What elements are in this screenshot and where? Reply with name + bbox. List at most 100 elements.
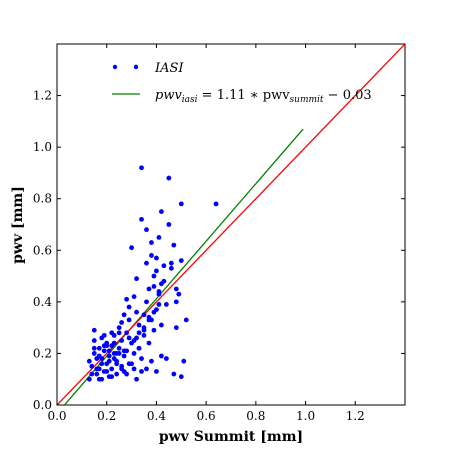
- data-point: [144, 366, 149, 372]
- legend-fit-prefix: pwv: [155, 88, 182, 103]
- data-point: [141, 325, 147, 331]
- y-tick-label: 0.4: [33, 295, 52, 309]
- data-point: [96, 345, 102, 351]
- data-point: [109, 374, 115, 380]
- data-point: [124, 371, 129, 377]
- data-point: [144, 299, 149, 305]
- data-point: [131, 351, 137, 356]
- data-point: [163, 356, 169, 361]
- legend-label-fit: pwviasi = 1.11 ∗ pwvsummit − 0.03: [155, 88, 372, 105]
- data-point: [126, 317, 132, 323]
- fit-line: [63, 128, 304, 405]
- y-tick-label: 0.2: [33, 346, 52, 360]
- data-point: [154, 255, 159, 261]
- x-tick-label: 0.8: [246, 409, 265, 423]
- data-point: [151, 327, 157, 333]
- data-point: [119, 366, 125, 372]
- data-point: [154, 369, 159, 374]
- data-point: [111, 356, 117, 361]
- data-point: [139, 216, 144, 222]
- data-point: [166, 222, 172, 227]
- data-point: [159, 322, 164, 328]
- x-tick-label: 1.0: [296, 409, 315, 423]
- data-point: [86, 376, 92, 382]
- data-point: [156, 289, 162, 294]
- data-point: [114, 361, 120, 367]
- legend-fit-suffix: − 0.03: [324, 88, 372, 103]
- data-point: [91, 345, 97, 351]
- data-point: [141, 332, 147, 338]
- data-point: [213, 201, 219, 207]
- x-tick-label: 1.2: [346, 409, 365, 423]
- data-point: [156, 302, 162, 307]
- data-point: [101, 343, 107, 349]
- data-point: [111, 340, 117, 346]
- y-tick-label: 0.0: [33, 398, 52, 412]
- data-point: [136, 322, 142, 328]
- data-point: [146, 286, 152, 292]
- data-point: [134, 376, 139, 382]
- data-point: [94, 371, 100, 377]
- data-point: [89, 363, 95, 369]
- legend-label-iasi: IASI: [154, 61, 184, 76]
- data-point: [161, 263, 167, 269]
- data-point: [121, 312, 127, 318]
- data-point: [149, 358, 154, 364]
- data-point: [104, 369, 110, 374]
- data-point: [119, 320, 125, 325]
- data-point: [106, 348, 112, 354]
- data-point: [173, 325, 179, 331]
- data-point: [178, 374, 184, 380]
- x-tick-label: 0.0: [47, 409, 66, 423]
- data-point: [134, 276, 139, 282]
- data-point: [131, 338, 137, 343]
- x-tick-label: 0.2: [97, 409, 116, 423]
- data-point: [96, 353, 102, 359]
- data-point: [168, 265, 174, 271]
- data-point: [171, 242, 177, 248]
- x-tick-label: 0.4: [147, 409, 166, 423]
- data-point: [173, 299, 179, 305]
- legend-scatter-marker: [133, 64, 139, 70]
- data-point: [86, 358, 92, 364]
- data-point: [144, 260, 149, 266]
- data-point: [163, 302, 169, 307]
- legend-scatter-marker: [112, 64, 118, 70]
- data-point: [131, 294, 137, 300]
- data-point: [134, 309, 139, 315]
- legend-fit-sub2: summit: [290, 95, 324, 105]
- data-point: [96, 366, 102, 372]
- data-point: [114, 371, 120, 377]
- data-point: [106, 353, 112, 359]
- data-point: [154, 268, 159, 274]
- data-point: [124, 296, 129, 302]
- data-point: [116, 345, 122, 351]
- y-tick-label: 0.6: [33, 243, 52, 257]
- data-point: [181, 358, 187, 364]
- data-point: [161, 278, 167, 284]
- x-axis-title: pwv Summit [mm]: [159, 429, 303, 445]
- data-point: [183, 317, 189, 323]
- data-point: [136, 345, 142, 351]
- data-point: [121, 348, 127, 354]
- legend-fit-mid: = 1.11 ∗ pwv: [198, 88, 291, 103]
- data-point: [159, 353, 164, 359]
- data-point: [166, 175, 172, 181]
- data-point: [109, 366, 115, 372]
- axis-ticks: 0.0 0.2 0.4 0.6 0.8 1.0 1.2 0.0 0.2 0.4 0.6 0.8 1.0 1…: [33, 44, 405, 423]
- data-point: [89, 371, 95, 377]
- data-point: [146, 340, 152, 346]
- data-point: [168, 260, 174, 266]
- data-point: [149, 253, 154, 258]
- data-point: [176, 291, 182, 297]
- data-point: [116, 351, 122, 356]
- data-point: [141, 312, 147, 318]
- data-point: [101, 332, 107, 338]
- data-point: [129, 361, 134, 367]
- data-layer: [57, 44, 405, 405]
- data-point: [151, 283, 157, 289]
- data-point: [91, 327, 97, 333]
- legend: IASI pwviasi = 1.11 ∗ pwvsummit − 0.03: [112, 61, 372, 105]
- data-point: [139, 356, 144, 361]
